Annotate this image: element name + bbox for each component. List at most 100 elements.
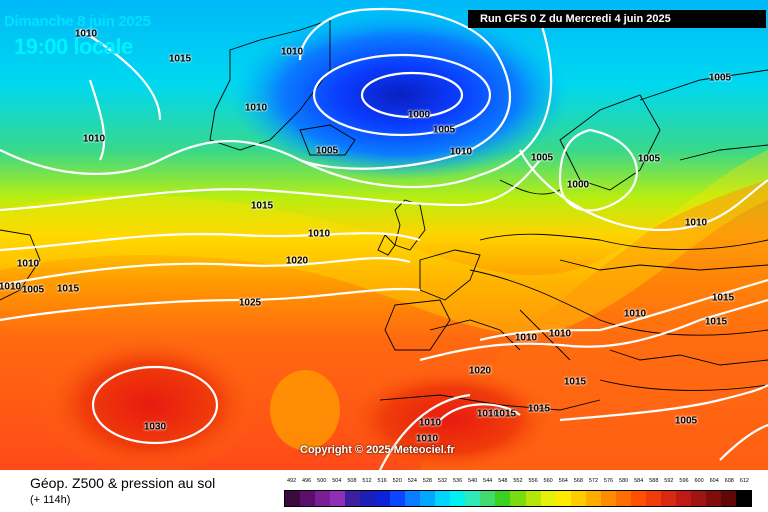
isobar-label: 1005 xyxy=(637,153,661,165)
scale-value-label: 536 xyxy=(452,478,463,484)
scale-swatch xyxy=(285,491,301,506)
isobar-label: 1005 xyxy=(315,145,339,157)
scale-value-label: 584 xyxy=(634,478,644,484)
forecast-date: Dimanche 8 juin 2025 xyxy=(4,13,151,30)
isobar-label: 1015 xyxy=(250,200,274,212)
scale-swatch xyxy=(450,491,466,506)
isobar-label: 1015 xyxy=(563,376,587,388)
scale-value-label: 552 xyxy=(513,478,523,484)
scale-value-label: 572 xyxy=(588,478,599,484)
isobars xyxy=(0,8,768,470)
scale-value-label: 576 xyxy=(603,478,614,484)
scale-value-label: 600 xyxy=(694,478,704,484)
scale-swatch xyxy=(675,491,691,506)
forecast-map xyxy=(0,0,768,470)
isobar-label: 1010 xyxy=(415,433,439,445)
isobar-label: 1015 xyxy=(711,292,735,304)
scale-swatch xyxy=(330,491,346,506)
scale-value-label: 504 xyxy=(332,478,342,484)
scale-value-label: 516 xyxy=(377,478,387,484)
isobar-label: 1010 xyxy=(514,332,538,344)
scale-swatch xyxy=(690,491,706,506)
isobar-label: 1000 xyxy=(407,109,431,121)
isobar-label: 1010 xyxy=(307,228,331,240)
scale-value-label: 500 xyxy=(317,478,327,484)
scale-value-label: 492 xyxy=(286,478,297,484)
scale-swatch xyxy=(525,491,541,506)
scale-swatch xyxy=(420,491,436,506)
isobar-label: 1015 xyxy=(704,316,728,328)
scale-swatch xyxy=(540,491,556,506)
isobar-label: 1020 xyxy=(285,255,309,267)
scale-swatch xyxy=(375,491,391,506)
scale-value-label: 544 xyxy=(483,478,493,484)
scale-value-label: 592 xyxy=(664,478,674,484)
scale-value-label: 608 xyxy=(724,478,734,484)
isobar-label: 1015 xyxy=(56,283,80,295)
scale-value-label: 508 xyxy=(347,478,357,484)
scale-value-label: 524 xyxy=(407,478,417,484)
scale-value-label: 496 xyxy=(302,478,312,484)
scale-value-label: 596 xyxy=(679,478,689,484)
scale-value-label: 580 xyxy=(619,478,629,484)
scale-swatch xyxy=(510,491,526,506)
isobar-label: 1015 xyxy=(527,403,551,415)
isobar-label: 1010 xyxy=(623,308,647,320)
scale-swatch xyxy=(315,491,331,506)
scale-value-label: 512 xyxy=(362,478,372,484)
isobar-label: 1010 xyxy=(82,133,106,145)
scale-swatch xyxy=(585,491,601,506)
scale-swatch xyxy=(570,491,586,506)
scale-swatch xyxy=(600,491,616,506)
scale-swatch xyxy=(345,491,361,506)
scale-swatch xyxy=(720,491,736,506)
isobar-label: 1005 xyxy=(674,415,698,427)
isobar-label: 1010 xyxy=(548,328,572,340)
isobar-label: 1030 xyxy=(143,421,167,433)
isobar-label: 1010 xyxy=(16,258,40,270)
scale-value-label: 548 xyxy=(498,478,508,484)
forecast-step: (+ 114h) xyxy=(30,494,71,506)
scale-value-label: 604 xyxy=(709,478,719,484)
scale-swatch xyxy=(495,491,511,506)
scale-swatch xyxy=(405,491,421,506)
isobar-label: 1005 xyxy=(21,284,45,296)
scale-value-label: 540 xyxy=(468,478,478,484)
copyright-notice: Copyright © 2025 Meteociel.fr xyxy=(300,444,455,456)
color-scale xyxy=(284,490,752,507)
scale-value-label: 588 xyxy=(649,478,659,484)
isobar-label: 1005 xyxy=(530,152,554,164)
isobar-label: 1000 xyxy=(566,179,590,191)
scale-swatch xyxy=(480,491,496,506)
model-run-label: Run GFS 0 Z du Mercredi 4 juin 2025 xyxy=(468,10,766,28)
isobar-label: 1015 xyxy=(493,408,517,420)
isobar-label: 1010 xyxy=(476,408,500,420)
isobar-label: 1010 xyxy=(684,217,708,229)
scale-swatch xyxy=(300,491,316,506)
isobar-label: 1010 xyxy=(74,28,98,40)
scale-value-label: 560 xyxy=(543,478,553,484)
scale-swatch xyxy=(555,491,571,506)
isobar-label: 1010 xyxy=(418,417,442,429)
scale-swatch xyxy=(705,491,721,506)
scale-swatch xyxy=(615,491,631,506)
scale-swatch xyxy=(645,491,661,506)
isobar-label: 1010 xyxy=(244,102,268,114)
scale-swatch xyxy=(630,491,646,506)
scale-value-label: 564 xyxy=(558,478,568,484)
isobar-label: 1025 xyxy=(238,297,262,309)
isobar-label: 1005 xyxy=(708,72,732,84)
isobar-label: 1005 xyxy=(432,124,456,136)
isobar-label: 1010 xyxy=(449,146,473,158)
scale-swatch xyxy=(435,491,451,506)
product-title: Géop. Z500 & pression au sol xyxy=(30,475,216,491)
scale-swatch xyxy=(660,491,676,506)
scale-value-label: 520 xyxy=(392,478,402,484)
isobar-label: 1020 xyxy=(468,365,492,377)
isobar-label: 1010 xyxy=(280,46,304,58)
color-scale-values: 492 496 500 504 508 512 516 520 524 528 532 536 540 5… xyxy=(284,478,752,488)
scale-swatch xyxy=(735,491,751,506)
isobar-label: 1010 xyxy=(0,281,22,293)
scale-swatch xyxy=(465,491,481,506)
